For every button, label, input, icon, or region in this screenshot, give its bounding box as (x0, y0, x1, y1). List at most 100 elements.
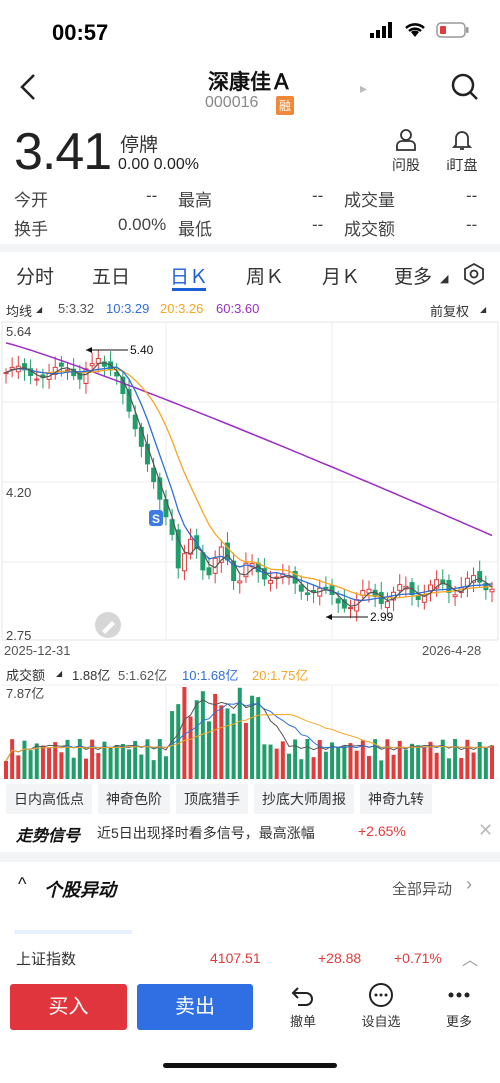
signal-text: 近5日出现择时看多信号，最高涨幅 (97, 825, 315, 841)
close-signal-icon[interactable]: ✕ (478, 820, 494, 840)
candle-body (243, 562, 249, 578)
index-name: 上证指数 (16, 951, 77, 968)
tab-weekly-k[interactable]: 周Ｋ (246, 267, 285, 288)
watch-button[interactable]: i盯盘 (437, 128, 487, 175)
feature-top-bottom-hunter[interactable]: 顶底猎手 (176, 784, 248, 814)
candle-body (218, 546, 224, 563)
ask-stock-label: 问股 (392, 157, 420, 173)
volume-bar (366, 755, 371, 779)
volume-bar (373, 739, 378, 779)
volume-legend: 成交额 ◢ 1.88亿 5:1.62亿 10:1.68亿 20:1.75亿 (0, 662, 500, 683)
trend-signal[interactable]: 走势信号 近5日出现择时看多信号，最高涨幅 +2.65% ✕ (0, 818, 500, 848)
cancel-order-button[interactable]: 撤单 (278, 982, 328, 1030)
candle-body (304, 592, 310, 596)
sell-signal-badge[interactable] (149, 510, 163, 526)
back-icon[interactable] (18, 72, 38, 110)
search-icon[interactable] (450, 72, 480, 107)
feature-nine-turn[interactable]: 神奇九转 (360, 784, 432, 814)
volume-bar (459, 758, 464, 779)
chevron-right-icon: › (466, 874, 472, 894)
index-ticker[interactable]: 上证指数 4107.51 +28.88 +0.71% ︿ (0, 938, 500, 974)
volume-chart[interactable]: 7.87亿 (0, 683, 500, 783)
candle-body (95, 358, 101, 364)
more-dots-icon (448, 992, 470, 998)
volume-bar (102, 741, 107, 779)
ma60-value: 60:3.60 (216, 301, 260, 316)
feature-color-scale[interactable]: 神奇色阶 (98, 784, 170, 814)
status-time: 00:57 (52, 20, 109, 45)
margin-badge: 融 (276, 96, 295, 115)
more-button[interactable]: 更多 (434, 982, 484, 1030)
battery-icon (436, 22, 469, 38)
volume-bar (16, 755, 21, 779)
volume-bar (243, 722, 248, 779)
bell-icon (451, 131, 473, 150)
index-percent: +0.71% (394, 950, 442, 966)
tab-monthly-k[interactable]: 月Ｋ (322, 267, 361, 288)
ma20-value: 20:3.26 (160, 301, 204, 316)
home-indicator (163, 1063, 337, 1068)
kline-chart[interactable]: 5.64 4.20 2.75 5.40 2.99 S (0, 320, 500, 650)
volume-value: -- (466, 186, 478, 205)
tab-intraday[interactable]: 分时 (16, 267, 55, 288)
volume-bar (428, 741, 433, 779)
volume-bar (385, 739, 390, 779)
feature-bottom-master[interactable]: 抄底大师周报 (254, 784, 354, 814)
candle-body (268, 580, 274, 584)
volume-label[interactable]: 成交额 (6, 668, 46, 683)
candle-body (89, 363, 95, 367)
expand-index-icon[interactable]: ︿ (462, 952, 479, 969)
high-value: -- (312, 186, 324, 205)
adjust-selector[interactable]: 前复权 (430, 304, 470, 319)
volume-bar (194, 700, 199, 779)
sell-button[interactable]: 卖出 (137, 984, 253, 1030)
add-watchlist-button[interactable]: 设自选 (356, 982, 406, 1030)
volume-bar (53, 742, 58, 779)
volume-bar (483, 747, 488, 779)
volume-bar (397, 740, 402, 779)
undo-icon (291, 987, 313, 1006)
volume-bar (330, 742, 335, 779)
candle-body (323, 586, 329, 589)
volume-bar (342, 746, 347, 779)
candle-body (298, 584, 304, 592)
candle-body (3, 372, 9, 375)
ma-label[interactable]: 均线 (6, 304, 33, 319)
tab-more[interactable]: 更多 (394, 267, 433, 288)
all-movements-link[interactable]: 全部异动 (392, 881, 453, 898)
buy-button[interactable]: 买入 (10, 984, 127, 1030)
candle-body (144, 443, 150, 465)
high-marker-arrow (86, 347, 92, 353)
candle-body (132, 414, 138, 430)
change-value: 0.00 (118, 156, 150, 173)
date-end: 2026-4-28 (422, 643, 482, 658)
volume-bar (219, 705, 224, 779)
candle-body (384, 601, 390, 609)
volume-bar (108, 748, 113, 779)
volume-bar (83, 758, 88, 779)
candle-body (237, 580, 243, 584)
chart-settings-icon[interactable] (462, 262, 486, 286)
tab-daily-k[interactable]: 日Ｋ (170, 267, 209, 288)
volume-bar (305, 739, 310, 779)
amount-value: -- (466, 215, 478, 234)
tab-five-day[interactable]: 五日 (92, 267, 131, 288)
volume-bar (490, 745, 494, 779)
volume-bar (182, 687, 187, 779)
active-tab-indicator (172, 288, 206, 291)
low-marker-label: 2.99 (370, 610, 394, 624)
dots-circle-icon (369, 983, 393, 1007)
next-stock-icon[interactable]: ▸ (360, 80, 368, 96)
collapse-icon[interactable]: ^ (18, 874, 27, 894)
volume-bar (262, 744, 267, 779)
pen-icon (102, 621, 115, 634)
turnover-label: 换手 (14, 220, 48, 239)
ma5-value: 5:3.32 (58, 301, 95, 316)
volume-bar (200, 691, 205, 779)
feature-intraday-high-low[interactable]: 日内高低点 (6, 784, 92, 814)
status-icons (370, 22, 470, 38)
ask-stock-button[interactable]: 问股 (381, 128, 431, 175)
volume-bar (293, 739, 298, 779)
more-triangle-icon: ◢ (440, 273, 449, 285)
volume-bar (127, 749, 132, 779)
